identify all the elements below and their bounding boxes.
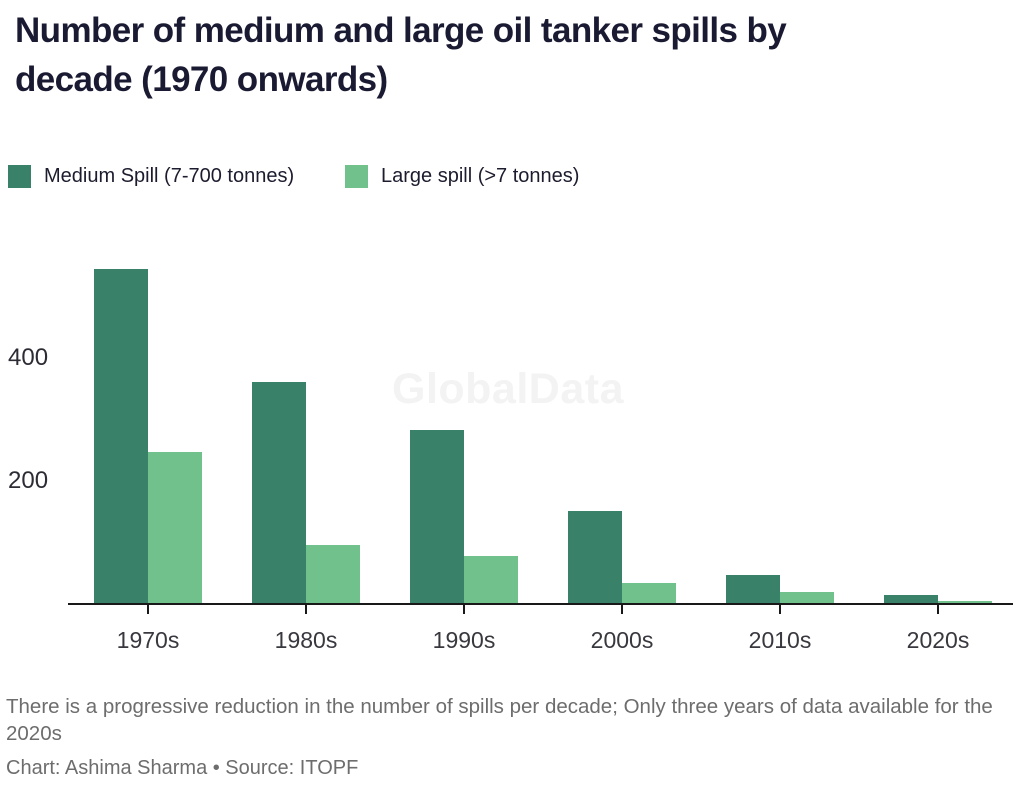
plot-area (0, 230, 1024, 603)
bar-medium-2020s (884, 595, 938, 603)
y-axis-label-200: 200 (8, 467, 49, 494)
x-axis-tick-1980s (305, 605, 307, 614)
legend-item-medium-spill: Medium Spill (7-700 tonnes) (8, 165, 294, 188)
bar-medium-1980s (252, 382, 306, 603)
legend-swatch-medium-icon (8, 165, 31, 188)
bar-medium-1990s (410, 430, 464, 603)
bar-medium-2000s (568, 511, 622, 603)
x-axis-label-1970s: 1970s (116, 627, 180, 653)
bar-medium-2010s (726, 575, 780, 603)
bar-large-2000s (622, 583, 676, 603)
y-axis-label-400: 400 (8, 344, 49, 371)
x-axis-label-1990s: 1990s (432, 627, 496, 653)
chart-title-line-1: Number of medium and large oil tanker sp… (15, 11, 787, 50)
chart-note: There is a progressive reduction in the … (6, 695, 993, 746)
bar-large-1970s (148, 452, 202, 603)
chart-title-line-2: decade (1970 onwards) (15, 60, 388, 99)
bar-large-2020s (938, 601, 992, 603)
bar-large-2010s (780, 592, 834, 603)
legend-label-medium-spill: Medium Spill (7-700 tonnes) (44, 165, 295, 187)
x-axis-label-2020s: 2020s (906, 627, 970, 653)
x-axis-tick-1990s (463, 605, 465, 614)
legend-swatch-large-icon (345, 165, 368, 188)
x-axis-tick-2020s (937, 605, 939, 614)
legend-label-large-spill: Large spill (>7 tonnes) (381, 165, 580, 187)
bar-large-1980s (306, 545, 360, 603)
chart-credit: Chart: Ashima Sharma • Source: ITOPF (6, 757, 359, 779)
bar-large-1990s (464, 556, 518, 603)
x-axis-label-1980s: 1980s (274, 627, 338, 653)
bar-medium-1970s (94, 269, 148, 603)
x-axis-tick-1970s (147, 605, 149, 614)
chart-title: Number of medium and large oil tanker sp… (15, 6, 975, 104)
x-axis-label-2010s: 2010s (748, 627, 812, 653)
legend-item-large-spill: Large spill (>7 tonnes) (345, 165, 579, 188)
x-axis-line (68, 603, 1013, 605)
x-axis-label-2000s: 2000s (590, 627, 654, 653)
x-axis-tick-2000s (621, 605, 623, 614)
x-axis-tick-2010s (779, 605, 781, 614)
globaldata-watermark: GlobalData (392, 365, 624, 413)
